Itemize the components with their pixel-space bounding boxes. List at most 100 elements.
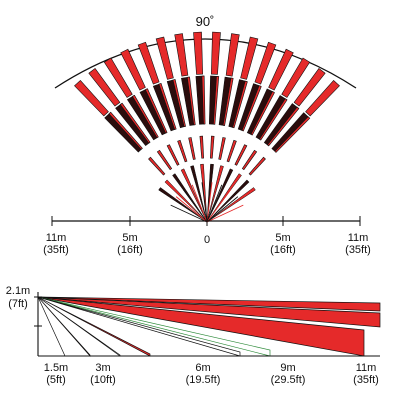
near-zone-ray xyxy=(206,184,223,223)
far-zone-edge xyxy=(222,77,234,126)
far-zone-tip xyxy=(210,31,221,75)
mid-zone xyxy=(188,137,196,160)
far-zone-tip xyxy=(281,57,311,98)
mid-zone xyxy=(248,156,266,176)
near-zone-ray xyxy=(170,204,208,223)
side-label-ft: (5ft) xyxy=(46,374,66,386)
far-zone-edge xyxy=(201,75,206,125)
side-label-ft: (35ft) xyxy=(353,374,379,386)
far-zone-edge xyxy=(186,76,196,126)
scale-label-m: 0 xyxy=(204,234,210,246)
far-zone-edge xyxy=(241,85,262,132)
near-zone-wedge xyxy=(180,168,208,223)
mid-zone xyxy=(166,144,180,166)
near-zones xyxy=(158,163,256,223)
scale-label-ft: (16ft) xyxy=(270,244,296,256)
far-zone-edge xyxy=(274,116,311,153)
far-zone-tip xyxy=(103,57,133,98)
coverage-arc xyxy=(54,38,357,89)
mid-zone xyxy=(218,137,226,160)
near-zone-ray xyxy=(206,196,239,223)
scale-label-m: 11m xyxy=(348,232,369,244)
far-zone-tip xyxy=(120,48,146,91)
near-zone-wedge xyxy=(206,165,224,223)
side-label-m: 3m xyxy=(95,362,110,374)
far-zone-tip xyxy=(137,41,160,85)
far-zone-tip xyxy=(268,48,294,91)
side-beam xyxy=(37,296,381,312)
near-zone-ray xyxy=(175,196,208,223)
far-zone-tip xyxy=(193,31,204,75)
mid-zone xyxy=(234,144,248,166)
side-beam xyxy=(37,296,91,357)
mid-zone xyxy=(156,149,173,171)
scale-label-ft: (16ft) xyxy=(117,244,143,256)
mid-zone xyxy=(177,139,188,163)
far-zone-edge xyxy=(259,98,288,141)
near-zone-ray xyxy=(206,189,231,223)
mid-zone xyxy=(199,135,205,159)
near-zone-wedge xyxy=(164,179,208,223)
far-zone-edge xyxy=(172,79,186,128)
side-label-m: 11m xyxy=(356,362,377,374)
far-zone-edge xyxy=(108,111,143,150)
near-zone-wedge xyxy=(158,187,208,223)
far-zone-edge xyxy=(250,91,275,136)
scale-label-m: 11m xyxy=(46,232,67,244)
near-zone-wedge xyxy=(190,165,208,223)
far-zone-edge xyxy=(144,88,168,134)
side-label-ft: (29.5ft) xyxy=(271,374,306,386)
side-label-ft: (19.5ft) xyxy=(186,374,221,386)
mid-zone xyxy=(226,139,237,163)
far-zone-tip xyxy=(225,33,240,77)
side-beam xyxy=(37,296,151,357)
scale-label-ft: (35ft) xyxy=(43,244,69,256)
side-label-m: 1.5m xyxy=(44,362,68,374)
top-view: 90˚ 11m (35ft) 5m (16ft) 0 5m (16ft) 11m… xyxy=(43,14,371,256)
height-label-m: 2.1m xyxy=(6,285,30,297)
side-label-ft: (10ft) xyxy=(90,374,116,386)
far-zone-tip xyxy=(88,67,121,107)
far-zone-edge xyxy=(119,102,151,144)
far-zone-tip xyxy=(305,79,340,117)
far-zones xyxy=(74,31,340,153)
near-zone-ray xyxy=(191,184,208,223)
side-view: 2.1m (7ft) 1.5m (5ft) 3m (10ft) 6m (19.5… xyxy=(6,285,381,386)
mid-zones xyxy=(148,135,266,176)
far-zone-tip xyxy=(174,33,189,77)
far-zone-tip xyxy=(74,79,109,117)
scale-label-m: 5m xyxy=(122,232,137,244)
far-zone-edge xyxy=(213,75,220,125)
scale-label-ft: (35ft) xyxy=(345,244,371,256)
far-zone-tip xyxy=(254,41,277,85)
near-zone-wedge xyxy=(206,179,250,223)
side-beam xyxy=(37,296,365,357)
near-zone-ray xyxy=(206,182,213,223)
far-zone-edge xyxy=(158,83,177,130)
side-beam xyxy=(37,296,271,357)
side-beams xyxy=(37,296,381,357)
far-zone-edge xyxy=(132,94,159,139)
scale-label-m: 5m xyxy=(275,232,290,244)
far-zone-edge xyxy=(267,106,300,147)
near-zone-wedge xyxy=(206,187,256,223)
mid-zone xyxy=(148,156,166,176)
side-label-m: 9m xyxy=(280,362,295,374)
side-label-m: 6m xyxy=(195,362,210,374)
mid-zone xyxy=(241,149,258,171)
mid-zone xyxy=(209,135,215,159)
near-zone-ray xyxy=(206,204,244,223)
side-beam xyxy=(37,296,66,357)
near-zone-wedge xyxy=(206,168,234,223)
height-label-ft: (7ft) xyxy=(8,298,28,310)
near-zone-ray xyxy=(201,182,208,223)
far-zone-edge xyxy=(232,80,248,129)
far-zone-tip xyxy=(240,36,259,80)
angle-label: 90˚ xyxy=(196,14,215,29)
side-beam xyxy=(37,296,381,328)
side-beam xyxy=(37,296,241,357)
far-zone-tip xyxy=(293,67,326,107)
near-zone-ray xyxy=(183,189,208,223)
